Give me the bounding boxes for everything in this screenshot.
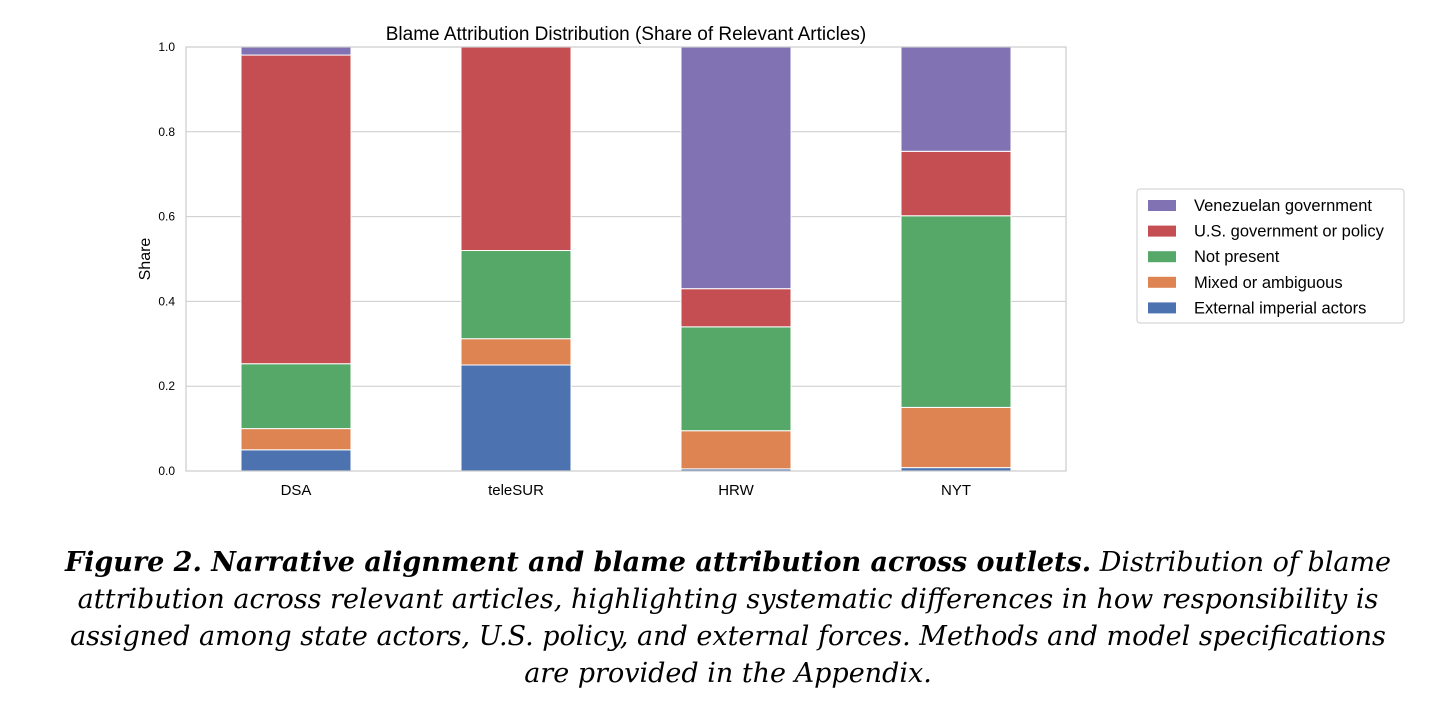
- x-tick-label: NYT: [941, 482, 971, 499]
- bar-segment: [460, 364, 572, 472]
- caption-text: Distribution of blame attribution across…: [70, 547, 1392, 689]
- y-axis-label: Share: [137, 238, 154, 281]
- bar-segment: [460, 250, 572, 340]
- bar-segment: [240, 54, 352, 365]
- bar-segment: [900, 215, 1012, 408]
- bar-segment: [680, 430, 792, 470]
- y-tick-label: 0.2: [158, 379, 175, 393]
- bar-segment: [900, 406, 1012, 469]
- legend-label: Mixed or ambiguous: [1194, 274, 1343, 292]
- caption-bold: Figure 2. Narrative alignment and blame …: [64, 547, 1092, 578]
- bar-segment: [460, 338, 572, 366]
- bar-segment: [240, 449, 352, 472]
- bar-segment: [680, 326, 792, 432]
- y-tick-label: 0.0: [158, 464, 175, 478]
- bar-segment: [680, 46, 792, 290]
- legend-label: U.S. government or policy: [1194, 223, 1385, 241]
- legend-box: [1136, 188, 1405, 324]
- y-tick-label: 0.8: [158, 125, 175, 139]
- bar-segment: [240, 428, 352, 451]
- y-tick-label: 0.4: [158, 294, 175, 308]
- bar-segment: [460, 46, 572, 252]
- legend-label: External imperial actors: [1194, 299, 1366, 317]
- x-tick-label: HRW: [718, 482, 754, 499]
- bar-segment: [240, 46, 352, 56]
- legend-swatch: [1148, 200, 1176, 211]
- legend-swatch: [1148, 251, 1176, 263]
- legend-swatch: [1148, 302, 1176, 314]
- legend-swatch: [1148, 225, 1176, 237]
- x-tick-label: teleSUR: [488, 482, 544, 499]
- x-tick-labels: DSA teleSUR HRW NYT: [281, 482, 971, 499]
- y-tick-label: 1.0: [158, 40, 175, 54]
- stacked-bar-chart: Blame Attribution Distribution (Share of…: [137, 24, 1405, 499]
- legend: Venezuelan government U.S. government or …: [1136, 188, 1405, 324]
- legend-label: Venezuelan government: [1194, 197, 1372, 215]
- y-tick-labels: 0.0 0.2 0.4 0.6 0.8 1.0: [158, 40, 175, 478]
- legend-swatch: [1148, 276, 1176, 288]
- bar-segment: [900, 46, 1012, 152]
- bar-segment: [240, 363, 352, 430]
- legend-label: Not present: [1194, 248, 1280, 266]
- bar-segment: [680, 288, 792, 328]
- figure-caption: Figure 2. Narrative alignment and blame …: [60, 544, 1396, 692]
- chart-title: Blame Attribution Distribution (Share of…: [386, 24, 867, 45]
- x-tick-label: DSA: [281, 482, 312, 499]
- plot-frame: [185, 46, 1067, 472]
- bars: [240, 46, 1012, 472]
- bar-segment: [900, 150, 1012, 217]
- y-tick-label: 0.6: [158, 210, 175, 224]
